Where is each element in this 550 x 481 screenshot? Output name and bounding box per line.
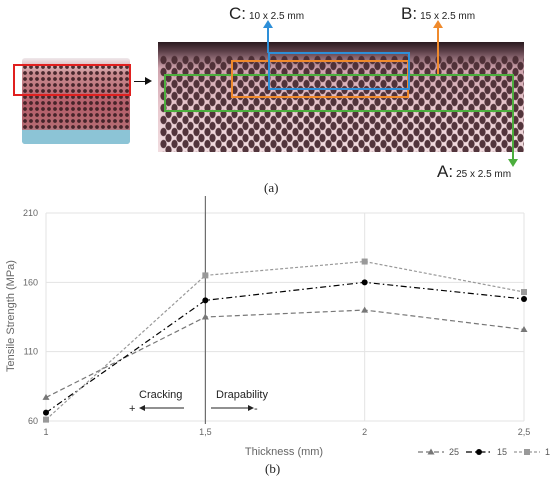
drapability-label: Drapability xyxy=(216,389,268,401)
zoom-arrow xyxy=(134,77,152,85)
legend-label: 15 xyxy=(497,447,507,457)
region-a-arrowhead xyxy=(508,159,518,167)
label-b: B: 15 x 2.5 mm xyxy=(401,4,476,23)
data-point-25 xyxy=(42,393,50,400)
data-point-15 xyxy=(43,409,49,416)
drapability-sign: - xyxy=(254,403,258,415)
data-point-10 xyxy=(202,272,209,279)
sample-photo xyxy=(22,58,130,144)
legend-label: 10 xyxy=(545,447,550,457)
series-group xyxy=(42,258,528,423)
chart-grid xyxy=(45,212,525,422)
data-point-25 xyxy=(361,306,369,313)
caption-a: (a) xyxy=(264,180,279,195)
caption-b: (b) xyxy=(265,461,281,476)
data-point-15 xyxy=(361,279,368,286)
data-point-10 xyxy=(43,416,49,423)
chart-legend: 25 15 10 xyxy=(418,447,550,457)
legend-marker xyxy=(524,449,530,455)
region-c-leader xyxy=(267,26,269,53)
selection-rectangle xyxy=(13,64,131,96)
series-line-25 xyxy=(45,309,525,398)
legend-item-10: 10 xyxy=(514,447,550,457)
region-b-arrowhead xyxy=(433,20,443,28)
data-point-15 xyxy=(202,297,209,304)
legend-label: 25 xyxy=(449,447,459,457)
data-point-15 xyxy=(521,295,527,302)
tick-labels: 60 110 160 210 1 1,5 2 2,5 xyxy=(23,208,530,437)
data-point-25 xyxy=(520,325,528,332)
series-line-10 xyxy=(45,260,525,421)
region-c-arrowhead xyxy=(263,20,273,28)
x-axis-title: Thickness (mm) xyxy=(245,446,323,458)
data-point-10 xyxy=(521,289,527,296)
region-b-leader xyxy=(437,26,439,74)
cracking-arrowhead xyxy=(139,405,145,411)
cracking-label: Cracking xyxy=(139,389,182,401)
data-point-10 xyxy=(361,258,368,265)
label-a: A: 25 x 2.5 mm xyxy=(437,162,512,181)
x-tick-label: 1 xyxy=(43,427,48,437)
y-tick-label: 60 xyxy=(28,416,38,426)
y-axis-title: Tensile Strength (MPa) xyxy=(5,260,17,372)
y-tick-label: 210 xyxy=(23,208,38,218)
y-tick-label: 110 xyxy=(24,347,38,357)
x-tick-label: 1,5 xyxy=(199,427,212,437)
cracking-sign: + xyxy=(129,403,135,415)
series-25 xyxy=(42,306,528,400)
region-c-rectangle xyxy=(268,52,410,90)
label-c: C: 10 x 2.5 mm xyxy=(229,4,305,23)
drapability-arrowhead xyxy=(248,405,254,411)
x-tick-label: 2,5 xyxy=(518,427,531,437)
x-tick-label: 2 xyxy=(362,427,367,437)
series-line-15 xyxy=(45,281,525,414)
legend-item-25: 25 xyxy=(418,447,459,457)
data-point-25 xyxy=(201,313,209,320)
series-15 xyxy=(43,279,527,416)
series-10 xyxy=(43,258,527,423)
region-a-leader xyxy=(512,74,514,160)
legend-marker xyxy=(427,448,435,455)
y-tick-label: 160 xyxy=(23,277,38,287)
legend-item-15: 15 xyxy=(466,447,507,457)
legend-marker xyxy=(476,449,482,455)
